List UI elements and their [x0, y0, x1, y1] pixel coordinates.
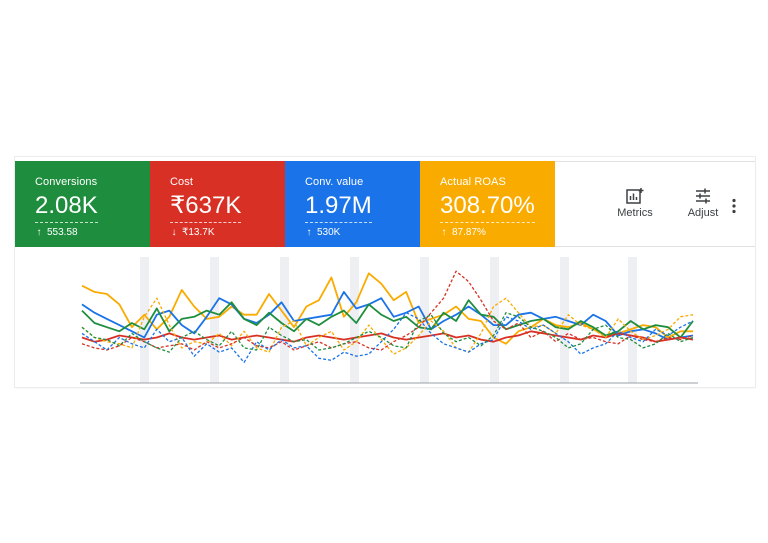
series-line-6: [81, 270, 694, 351]
scorecard-value: 308.70%: [440, 192, 535, 223]
adjust-button[interactable]: Adjust: [683, 188, 723, 219]
more-vert-icon: [732, 198, 736, 214]
scorecard-change: ↑ 87.87%: [440, 227, 555, 239]
series-line-1: [81, 272, 693, 345]
performance-line-chart: [80, 257, 698, 384]
series-line-3: [81, 299, 694, 339]
arrow-down-icon: ↓: [171, 227, 177, 238]
scorecard-label: Actual ROAS: [440, 176, 506, 188]
metrics-chart-icon: [626, 188, 644, 204]
weekend-band: [628, 257, 637, 383]
scorecard-change: ↑ 553.58: [35, 227, 150, 239]
weekend-band: [210, 257, 219, 383]
scorecard-actual-roas[interactable]: Actual ROAS 308.70% ↑ 87.87%: [420, 161, 555, 247]
scorecard-label: Conversions: [35, 176, 98, 188]
series-line-2: [81, 291, 694, 341]
scorecard-change-value: 553.58: [47, 227, 78, 238]
scorecard-conv-value[interactable]: Conv. value 1.97M ↑ 530K: [285, 161, 420, 247]
scorecard-change: ↓ ₹13.7K: [170, 227, 285, 239]
scorecard-label: Conv. value: [305, 176, 364, 188]
arrow-up-icon: ↑: [36, 227, 42, 238]
weekend-band: [490, 257, 499, 383]
scorecard-cost[interactable]: Cost ₹637K ↓ ₹13.7K: [150, 161, 285, 247]
performance-panel: Conversions 2.08K ↑ 553.58 Cost ₹637K ↓ …: [15, 157, 755, 387]
series-line-8: [81, 312, 694, 353]
more-options-button[interactable]: [731, 198, 737, 219]
scorecard-value: 1.97M: [305, 192, 372, 223]
scorecards: Conversions 2.08K ↑ 553.58 Cost ₹637K ↓ …: [15, 161, 555, 247]
adjust-sliders-icon: [696, 188, 710, 204]
scorecard-change-value: ₹13.7K: [182, 227, 215, 238]
weekend-band: [140, 257, 149, 383]
scorecard-conversions[interactable]: Conversions 2.08K ↑ 553.58: [15, 161, 150, 247]
scorecard-value: ₹637K: [170, 192, 242, 223]
series-line-7: [81, 312, 694, 364]
weekend-bands: [140, 257, 637, 383]
scorecard-change: ↑ 530K: [305, 227, 420, 239]
adjust-label: Adjust: [687, 207, 719, 219]
arrow-up-icon: ↑: [441, 227, 447, 238]
scorecard-change-value: 87.87%: [452, 227, 486, 238]
weekend-band: [280, 257, 289, 383]
series-layer: [81, 270, 694, 364]
weekend-band: [420, 257, 429, 383]
scorecard-value: 2.08K: [35, 192, 98, 223]
metrics-button[interactable]: Metrics: [613, 188, 657, 219]
series-line-5: [81, 297, 694, 355]
arrow-up-icon: ↑: [306, 227, 312, 238]
scorecard-change-value: 530K: [317, 227, 341, 238]
metrics-label: Metrics: [617, 207, 653, 219]
scorecard-label: Cost: [170, 176, 194, 188]
chart-toolbar: Metrics Adjust: [555, 161, 755, 247]
